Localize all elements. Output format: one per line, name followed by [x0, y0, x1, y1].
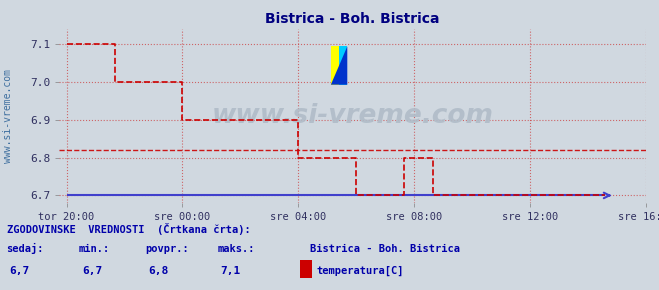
- Title: Bistrica - Boh. Bistrica: Bistrica - Boh. Bistrica: [266, 12, 440, 26]
- Text: sedaj:: sedaj:: [7, 243, 44, 254]
- Text: povpr.:: povpr.:: [145, 244, 188, 254]
- Text: 6,8: 6,8: [148, 266, 168, 276]
- Text: 6,7: 6,7: [10, 266, 30, 276]
- Bar: [339, 46, 347, 85]
- Text: ZGODOVINSKE  VREDNOSTI  (Črtkana črta):: ZGODOVINSKE VREDNOSTI (Črtkana črta):: [7, 224, 250, 235]
- Polygon shape: [331, 46, 347, 85]
- Text: www.si-vreme.com: www.si-vreme.com: [3, 69, 13, 163]
- Text: Bistrica - Boh. Bistrica: Bistrica - Boh. Bistrica: [310, 244, 460, 254]
- Text: www.si-vreme.com: www.si-vreme.com: [212, 103, 494, 129]
- Text: maks.:: maks.:: [217, 244, 255, 254]
- Bar: [331, 46, 339, 85]
- Text: temperatura[C]: temperatura[C]: [316, 266, 404, 276]
- Text: min.:: min.:: [79, 244, 110, 254]
- Text: 6,7: 6,7: [82, 266, 102, 276]
- Text: 7,1: 7,1: [221, 266, 241, 276]
